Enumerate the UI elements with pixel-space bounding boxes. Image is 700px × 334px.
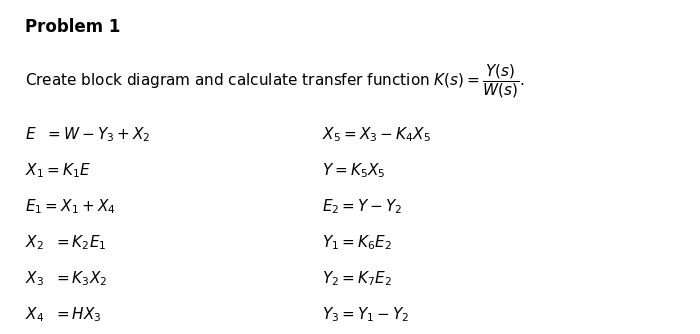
Text: $E\ \ = W - Y_3 + X_2$: $E\ \ = W - Y_3 + X_2$ — [25, 125, 150, 144]
Text: $X_4\ \ = HX_3$: $X_4\ \ = HX_3$ — [25, 306, 101, 324]
Text: $E_1 = X_1 + X_4$: $E_1 = X_1 + X_4$ — [25, 197, 115, 216]
Text: $Y = K_5 X_5$: $Y = K_5 X_5$ — [322, 161, 386, 180]
Text: Problem 1: Problem 1 — [25, 18, 120, 36]
Text: $Y_3 = Y_1 - Y_2$: $Y_3 = Y_1 - Y_2$ — [322, 306, 409, 324]
Text: $X_5 = X_3 - K_4 X_5$: $X_5 = X_3 - K_4 X_5$ — [322, 125, 431, 144]
Text: $Y_2 = K_7 E_2$: $Y_2 = K_7 E_2$ — [322, 270, 392, 288]
Text: $X_2\ \ = K_2 E_1$: $X_2\ \ = K_2 E_1$ — [25, 233, 106, 252]
Text: $X_1 = K_1 E$: $X_1 = K_1 E$ — [25, 161, 90, 180]
Text: $X_3\ \ = K_3 X_2$: $X_3\ \ = K_3 X_2$ — [25, 270, 107, 288]
Text: $Y_1 = K_6 E_2$: $Y_1 = K_6 E_2$ — [322, 233, 392, 252]
Text: Create block diagram and calculate transfer function $K(s) = \dfrac{Y(s)}{W(s)}$: Create block diagram and calculate trans… — [25, 62, 524, 100]
Text: $E_2 = Y - Y_2$: $E_2 = Y - Y_2$ — [322, 197, 402, 216]
